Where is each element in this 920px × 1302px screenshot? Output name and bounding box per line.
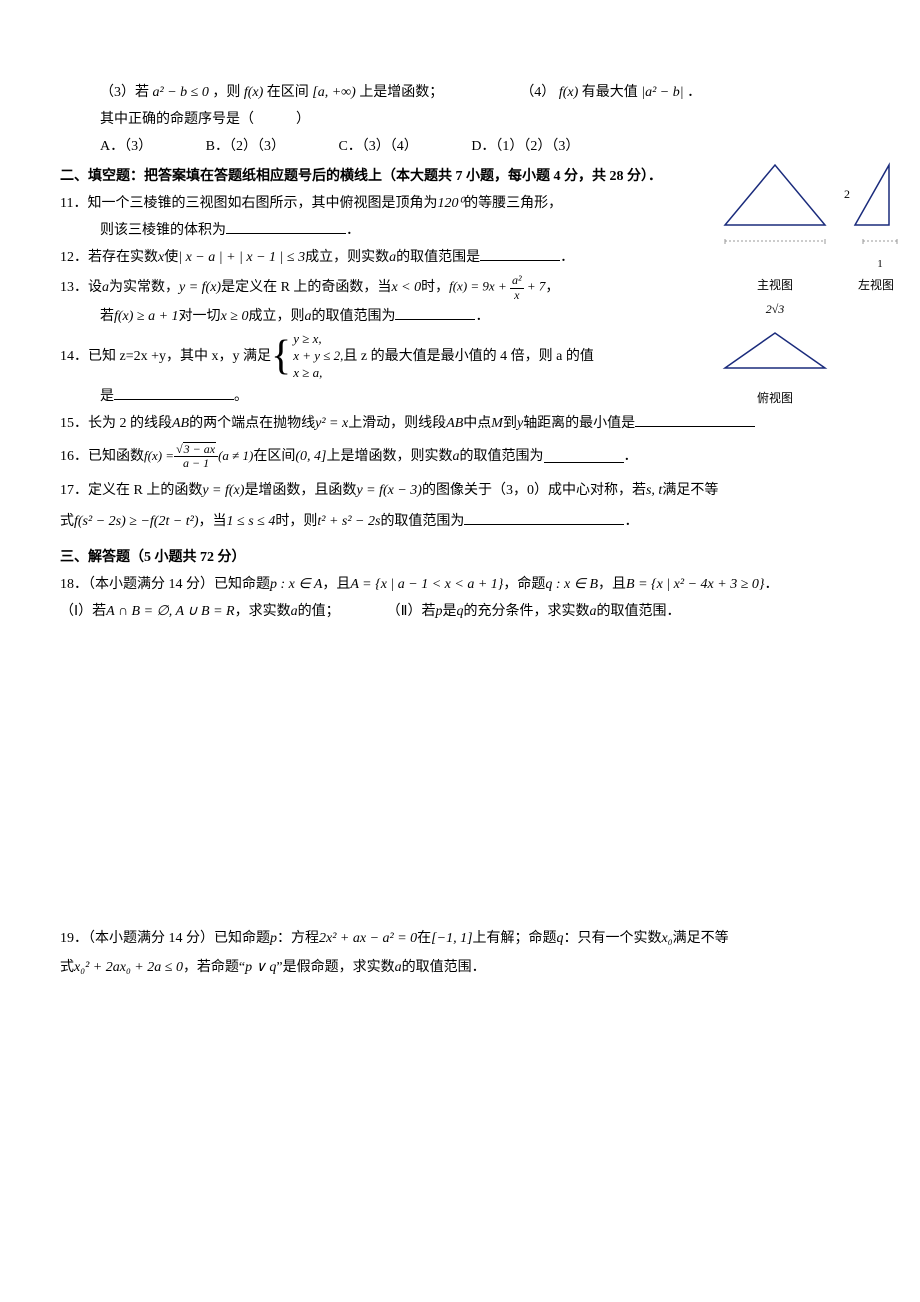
three-view-diagram: 2 1 主视图 左视图 2√3 [720,160,900,410]
q14-cases: { y ≥ x, x + y ≤ 2, x ≥ a, [271,331,343,382]
q13-frac: a²x [510,274,524,301]
q18-line1: 18．（本小题满分 14 分）已知命题p : x ∈ A，且A = {x | a… [60,572,880,597]
q16: 16．已知函数 f(x) = 3 − ax a − 1 (a ≠ 1) 在区间(… [60,442,880,470]
q10-tail: 其中正确的命题序号是（ ） [60,107,760,132]
q10-options: A．（3） B．（2）（3） C．（3）（4） D．（1）（2）（3） [60,134,760,159]
section3-title: 三、解答题（5 小题共 72 分） [60,545,760,570]
front-view-label: 主视图 [720,275,830,297]
q17-line2: 式f(s² − 2s) ≥ −f(2t − t²)，当1 ≤ s ≤ 4时，则t… [60,509,880,534]
q10-stmt4: （4） f(x) 有最大值 |a² − b| ． [520,85,701,100]
q14: 14．已知 z=2x +y，其中 x，y 满足 { y ≥ x, x + y ≤… [60,331,760,382]
q19-line1: 19．（本小题满分 14 分）已知命题p：方程2x² + ax − a² = 0… [60,926,880,951]
q10-stmt3-expr: a² − b ≤ 0 [153,85,209,100]
front-width-label: 2√3 [720,299,830,321]
q14-line2: 是。 [60,384,760,409]
q11: 11．知一个三棱锥的三视图如右图所示，其中俯视图是顶角为120⁰的等腰三角形， [60,191,760,216]
q19-line2: 式x₀² + 2ax₀ + 2a ≤ 0，若命题“p ∨ q”是假命题，求实数a… [60,955,880,980]
section2-title: 二、填空题：把答案填在答题纸相应题号后的横线上（本大题共 7 小题，每小题 4 … [60,164,740,189]
q13-blank [395,306,475,320]
q17-blank [464,511,624,525]
q10-optD: D．（1）（2）（3） [471,134,579,159]
q13-line1: 13．设a为实常数，y = f(x)是定义在 R 上的奇函数，当x < 0时， … [60,274,760,301]
top-view-triangle [720,328,830,373]
front-view-triangle [720,160,830,230]
q18-line2: （Ⅰ）若A ∩ B = ∅, A ∪ B = R，求实数a的值； （Ⅱ）若p是q… [60,599,880,624]
q10-optB: B．（2）（3） [206,134,285,159]
side-view-triangle [852,160,892,230]
q16-blank [544,449,624,463]
q12: 12．若存在实数x使| x − a | + | x − 1 | ≤ 3成立，则实… [60,245,760,270]
q10-optA: A．（3） [100,134,152,159]
q13-line2: 若f(x) ≥ a + 1对一切x ≥ 0成立，则a的取值范围为． [60,304,760,329]
q17-line1: 17．定义在 R 上的函数y = f(x)是增函数，且函数y = f(x − 3… [60,478,880,503]
side-dim [860,236,900,246]
top-view-label: 俯视图 [720,388,830,410]
q15-blank [635,413,755,427]
q11-blank [226,220,346,234]
q10-stmt3: （3）若 a² − b ≤ 0 ，则 f(x) 在区间 [a, +∞) 上是增函… [100,85,447,100]
q11-line2: 则该三棱锥的体积为． [60,218,760,243]
q10-optC: C．（3）（4） [338,134,417,159]
q15: 15．长为 2 的线段AB的两个端点在抛物线y² = x上滑动，则线段AB中点M… [60,411,880,436]
side-view-label: 左视图 [852,275,900,297]
q10-stmt-row: （3）若 a² − b ≤ 0 ，则 f(x) 在区间 [a, +∞) 上是增函… [60,80,760,105]
q12-blank [480,247,560,261]
height-label: 2 [844,184,850,206]
front-dim [720,236,830,246]
q14-blank [114,386,234,400]
side-width-label: 1 [860,255,900,275]
q16-frac: 3 − ax a − 1 [174,442,218,470]
